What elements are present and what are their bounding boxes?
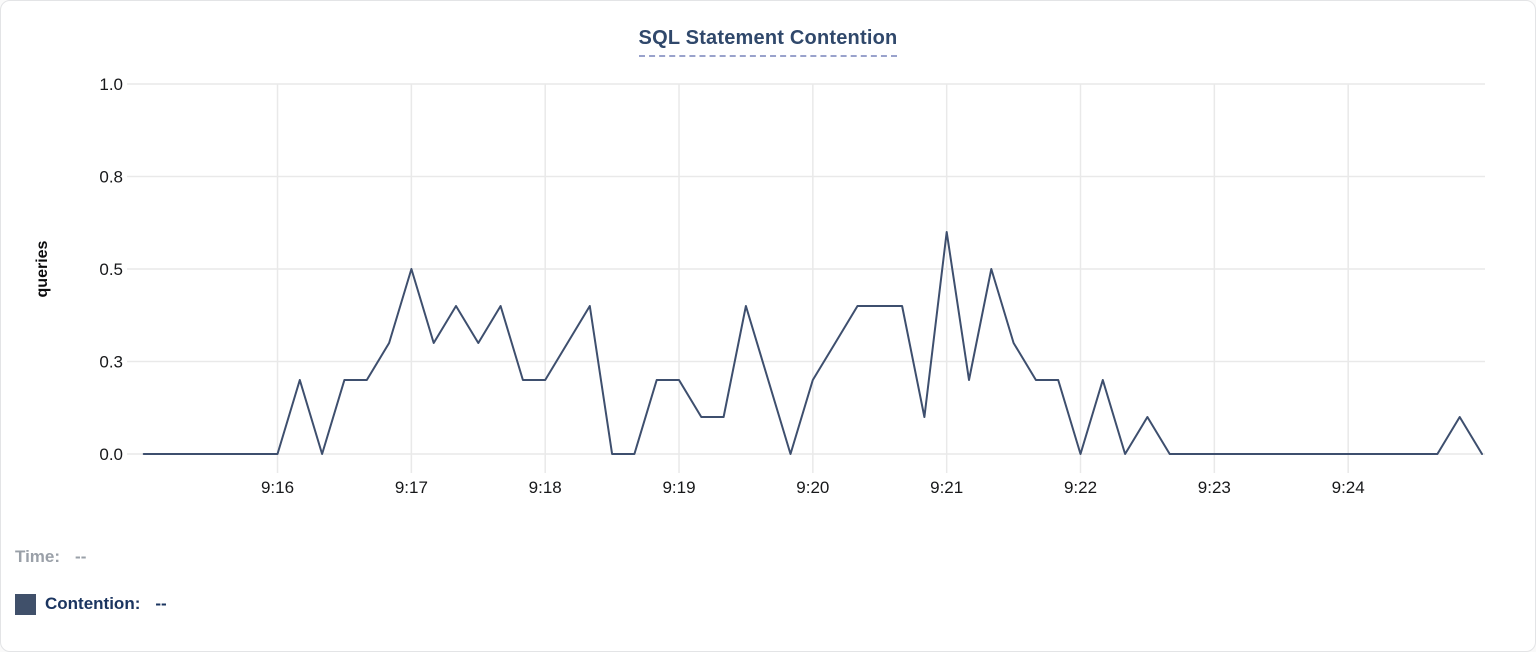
x-tick-label: 9:16 bbox=[261, 478, 294, 497]
y-axis-title: queries bbox=[34, 240, 51, 297]
y-tick-label: 0.3 bbox=[99, 353, 123, 372]
legend-time-label: Time: bbox=[15, 547, 61, 566]
legend-contention-row: Contention: -- bbox=[15, 592, 167, 616]
contention-series-line[interactable] bbox=[142, 231, 1483, 455]
y-tick-label: 0.0 bbox=[99, 445, 123, 464]
x-tick-label: 9:24 bbox=[1332, 478, 1365, 497]
x-tick-label: 9:22 bbox=[1064, 478, 1097, 497]
legend-contention-label: Contention: bbox=[45, 594, 141, 613]
legend-time-row: Time: -- bbox=[15, 545, 167, 569]
x-tick-label: 9:20 bbox=[796, 478, 829, 497]
y-tick-label: 1.0 bbox=[99, 75, 123, 94]
chart-title[interactable]: SQL Statement Contention bbox=[638, 27, 898, 57]
y-tick-label: 0.8 bbox=[99, 168, 123, 187]
x-tick-label: 9:23 bbox=[1198, 478, 1231, 497]
legend-time-value: -- bbox=[75, 547, 87, 566]
legend-contention-value: -- bbox=[155, 594, 167, 613]
contention-swatch-icon bbox=[15, 593, 36, 615]
x-tick-label: 9:17 bbox=[395, 478, 428, 497]
x-tick-label: 9:18 bbox=[529, 478, 562, 497]
chart-legend: Time: -- Contention: -- bbox=[15, 545, 167, 639]
x-tick-label: 9:21 bbox=[930, 478, 963, 497]
x-tick-label: 9:19 bbox=[662, 478, 695, 497]
chart-title-wrap: SQL Statement Contention bbox=[1, 27, 1535, 57]
y-tick-label: 0.5 bbox=[99, 260, 123, 279]
